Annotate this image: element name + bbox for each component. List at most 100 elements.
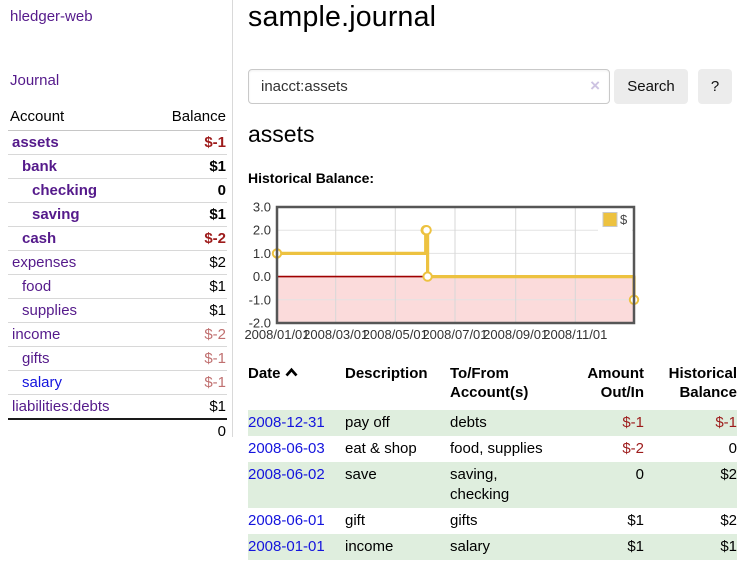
transaction-date-link[interactable]: 2008-01-01 [248,538,325,555]
svg-text:-1.0: -1.0 [249,292,271,307]
svg-text:2008/05/01: 2008/05/01 [363,327,428,342]
account-link[interactable]: expenses [12,254,77,271]
transaction-balance: 0 [728,440,737,457]
transaction-date-link[interactable]: 2008-12-31 [248,414,325,431]
svg-text:1.0: 1.0 [253,246,271,261]
account-balance: $1 [148,394,227,419]
register-table-body: 2008-12-31 pay off debts $-1 $-1 2008-06-03 ea… [248,410,737,560]
svg-text:2008/03/01: 2008/03/01 [303,327,368,342]
transaction-description: eat & shop [345,440,417,457]
accounts-col-account: Account [8,104,149,131]
transaction-accounts: food, supplies [450,440,543,457]
register-row: 2008-12-31 pay off debts $-1 $-1 [248,410,737,436]
accounts-total-spacer [8,418,149,443]
clear-search-icon[interactable]: × [590,76,600,95]
account-balance: $1 [148,202,227,227]
transaction-amount: $1 [627,512,644,529]
account-row: assets $-1 [8,131,227,155]
app-title-link[interactable]: hledger-web [10,8,93,25]
sort-ascending-icon [285,367,298,377]
balance-chart: $3.0 2.0 1.0 0.0 -1.0 -2.0 2008/01/01 2008/03/0… [240,200,740,345]
account-balance: $1 [148,154,227,179]
accounts-table: Account Balance assets $-1 bank $1 checking 0… [8,104,227,443]
register-col-balance: Historical Balance [668,365,737,401]
account-link[interactable]: gifts [22,350,50,367]
svg-text:$: $ [620,212,628,227]
register-col-accounts: To/From Account(s) [450,365,529,401]
sidebar-item-journal[interactable]: Journal [10,72,60,89]
search-input[interactable] [248,69,610,104]
account-link[interactable]: food [22,278,52,295]
account-row: checking 0 [8,178,227,203]
register-col-date[interactable]: Date [248,362,345,410]
transaction-balance: $-1 [715,414,737,431]
register-row: 2008-06-03 eat & shop food, supplies $-2 0 [248,436,737,462]
transaction-accounts: gifts [450,512,478,529]
register-col-description: Description [345,365,428,382]
register-row: 2008-06-01 gift gifts $1 $2 [248,508,737,534]
svg-text:3.0: 3.0 [253,200,271,215]
svg-text:2008/07/01: 2008/07/01 [422,327,487,342]
svg-text:0.0: 0.0 [253,269,271,284]
account-row: cash $-2 [8,226,227,251]
svg-text:2.0: 2.0 [253,223,271,238]
chart-title: Historical Balance: [248,170,375,186]
account-link[interactable]: cash [22,230,57,247]
transaction-date-link[interactable]: 2008-06-03 [248,440,325,457]
account-link[interactable]: bank [22,158,58,175]
account-heading: assets [248,121,315,147]
register-row: 2008-06-02 save saving, checking 0 $2 [248,462,737,508]
account-balance: $1 [148,298,227,323]
transaction-amount: 0 [635,466,644,483]
accounts-col-balance: Balance [148,104,227,131]
account-link[interactable]: income [12,326,61,343]
help-button[interactable]: ? [698,69,732,104]
accounts-total-value: 0 [148,418,227,443]
account-link[interactable]: supplies [22,302,78,319]
register-header-row: Date Description To/From Account(s) Amoun… [248,362,737,410]
svg-text:-2.0: -2.0 [249,316,271,331]
account-balance: $-2 [148,322,227,347]
account-balance: $2 [148,250,227,275]
transaction-amount: $-1 [622,414,644,431]
transaction-accounts: saving, checking [450,466,510,503]
sidebar: hledger-web Journal Account Balance asse… [0,0,232,582]
main-content: sample.journal × Search ? assets Histori… [244,0,742,582]
account-row: supplies $1 [8,298,227,323]
transaction-date-link[interactable]: 2008-06-02 [248,466,325,483]
accounts-table-body: assets $-1 bank $1 checking 0 saving $1 cash $-2 e… [8,131,227,419]
accounts-total-row: 0 [8,418,227,443]
svg-text:2008/09/01: 2008/09/01 [483,327,548,342]
register-table: Date Description To/From Account(s) Amoun… [248,362,737,560]
register-row: 2008-01-01 income salary $1 $1 [248,534,737,560]
transaction-balance: $2 [720,466,737,483]
transaction-description: gift [345,512,366,529]
transaction-balance: $1 [720,538,737,555]
account-link[interactable]: assets [12,134,59,151]
account-balance: $-1 [148,370,227,395]
account-row: salary $-1 [8,370,227,395]
transaction-description: save [345,466,377,483]
page-title: sample.journal [248,1,437,33]
transaction-description: pay off [345,414,390,431]
account-row: saving $1 [8,202,227,227]
search-button[interactable]: Search [614,69,688,104]
account-balance: $-1 [204,134,226,151]
search-form: × Search ? [248,69,742,104]
search-box: × [248,69,610,104]
account-link[interactable]: saving [32,206,80,223]
register-col-amount: Amount Out/In [587,365,644,401]
account-link[interactable]: salary [22,374,63,391]
transaction-amount: $-2 [622,440,644,457]
account-row: expenses $2 [8,250,227,275]
transaction-accounts: salary [450,538,491,555]
account-link[interactable]: liabilities:debts [12,398,110,415]
account-link[interactable]: checking [32,182,98,199]
account-row: food $1 [8,274,227,299]
transaction-date-link[interactable]: 2008-06-01 [248,512,325,529]
account-row: bank $1 [8,154,227,179]
account-balance: $-1 [148,346,227,371]
account-balance: $1 [148,274,227,299]
svg-text:2008/01/01: 2008/01/01 [244,327,309,342]
